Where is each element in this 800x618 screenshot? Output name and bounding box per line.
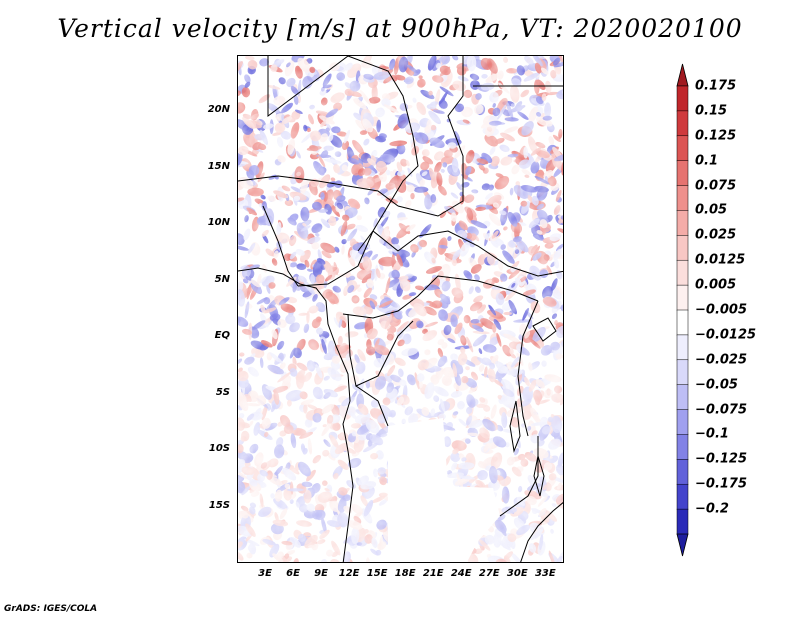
colorbar-bottom-arrow [676, 533, 689, 557]
colorbar-swatch [676, 259, 689, 286]
credit-text: GrADS: IGES/COLA [4, 604, 98, 614]
colorbar-swatch [676, 85, 689, 112]
colorbar-label: 0.05 [695, 202, 728, 218]
chart-title: Vertical velocity [m/s] at 900hPa, VT: 2… [57, 14, 743, 43]
colorbar-swatch [676, 110, 689, 137]
colorbar-label: 0.025 [695, 227, 737, 243]
colorbar-label: 0.0125 [695, 252, 746, 268]
colorbar-swatch [676, 334, 689, 361]
colorbar-label: 0.1 [695, 153, 719, 169]
colorbar-swatch [676, 185, 689, 211]
colorbar-swatch [676, 409, 689, 435]
colorbar-label: −0.005 [695, 302, 748, 318]
colorbar-label: −0.025 [695, 352, 748, 368]
colorbar-label: −0.2 [695, 501, 729, 517]
colorbar-label: 0.175 [695, 78, 737, 94]
colorbar-swatch [676, 384, 689, 411]
colorbar-swatch [676, 508, 689, 535]
colorbar-top-arrow [676, 63, 689, 87]
colorbar-label: −0.05 [695, 377, 738, 393]
colorbar-swatch [676, 434, 689, 460]
colorbar-label: −0.075 [695, 402, 748, 418]
colorbar-label: 0.15 [695, 103, 728, 119]
colorbar-swatch [676, 210, 689, 236]
colorbar-swatch [676, 359, 689, 386]
colorbar-label: −0.1 [695, 426, 729, 442]
velocity-field [238, 56, 563, 562]
colorbar-label: −0.0125 [695, 327, 757, 343]
colorbar-swatch [676, 135, 689, 162]
colorbar-swatch [676, 459, 689, 485]
colorbar-swatch [676, 160, 689, 187]
colorbar-label: 0.005 [695, 277, 737, 293]
colorbar-label: −0.125 [695, 451, 748, 467]
colorbar-label: 0.075 [695, 178, 737, 194]
colorbar-swatch [676, 284, 689, 311]
colorbar-swatch [676, 309, 689, 336]
map-plot-area [237, 55, 564, 563]
colorbar-label: 0.125 [695, 128, 737, 144]
colorbar-label: −0.175 [695, 476, 748, 492]
colorbar-swatch [676, 483, 689, 510]
colorbar-swatch [676, 235, 689, 261]
